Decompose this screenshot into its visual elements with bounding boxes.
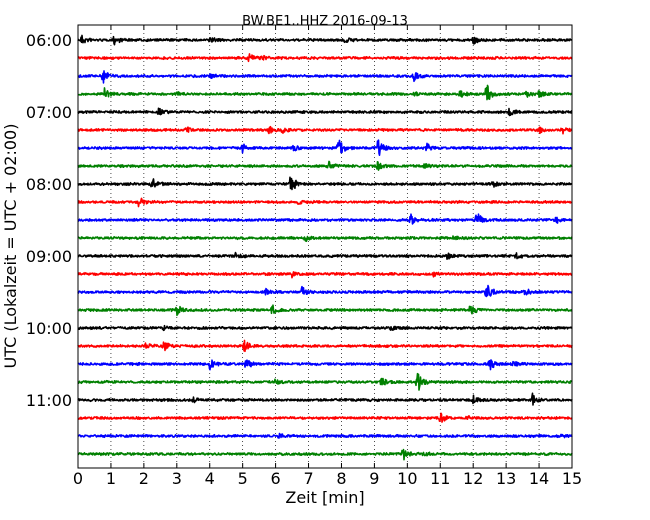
x-tick-label: 6 — [271, 469, 281, 488]
trace-1030 — [77, 359, 573, 371]
x-tick-label: 2 — [139, 469, 149, 488]
x-tick-label: 0 — [73, 469, 83, 488]
x-tick-label: 9 — [369, 469, 379, 488]
trace-0730 — [77, 139, 573, 156]
trace-0945 — [77, 304, 573, 317]
trace-0930 — [77, 284, 573, 298]
x-tick-label: 13 — [496, 469, 516, 488]
trace-0900 — [77, 251, 573, 260]
x-tick-label: 3 — [172, 469, 182, 488]
y-tick-label: 07:00 — [26, 103, 72, 122]
chart-title: BW.BE1..HHZ 2016-09-13 — [242, 14, 408, 29]
y-tick-label: 09:00 — [26, 247, 72, 266]
trace-1045 — [77, 372, 573, 391]
trace-1100 — [77, 392, 573, 406]
x-tick-label: 15 — [562, 469, 582, 488]
trace-0715 — [77, 125, 573, 135]
y-tick-label: 10:00 — [26, 319, 72, 338]
x-axis: 0 1 2 3 4 5 6 7 8 9 10 11 12 13 14 15 — [73, 25, 582, 488]
y-tick-label: 11:00 — [26, 391, 72, 410]
trace-0600 — [77, 34, 573, 46]
trace-0745 — [77, 160, 573, 171]
trace-0645 — [77, 84, 573, 101]
trace-0800 — [77, 176, 573, 191]
y-axis: 06:00 07:00 08:00 09:00 10:00 11:00 — [26, 31, 572, 410]
trace-0915 — [77, 271, 573, 279]
trace-0630 — [77, 70, 573, 84]
x-tick-label: 7 — [303, 469, 313, 488]
x-tick-label: 11 — [430, 469, 450, 488]
y-tick-label: 06:00 — [26, 31, 72, 50]
x-tick-label: 8 — [336, 469, 346, 488]
x-tick-label: 1 — [106, 469, 116, 488]
y-tick-label: 08:00 — [26, 175, 72, 194]
plot-frame — [77, 24, 573, 469]
trace-0830 — [77, 213, 573, 225]
trace-0815 — [77, 197, 573, 208]
trace-1115 — [77, 412, 573, 423]
trace-0700 — [77, 107, 573, 117]
trace-0615 — [77, 53, 573, 63]
trace-1130 — [77, 432, 573, 439]
x-tick-label: 10 — [397, 469, 417, 488]
traces-group — [77, 34, 573, 461]
x-tick-label: 14 — [529, 469, 549, 488]
trace-1015 — [77, 339, 573, 353]
x-tick-label: 4 — [205, 469, 215, 488]
y-axis-label: UTC (Lokalzeit = UTC + 02:00) — [1, 124, 20, 369]
trace-0845 — [77, 235, 573, 243]
x-tick-label: 12 — [463, 469, 483, 488]
x-tick-label: 5 — [238, 469, 248, 488]
trace-1145 — [77, 448, 573, 461]
trace-1000 — [77, 324, 573, 332]
x-axis-label: Zeit [min] — [285, 488, 364, 507]
